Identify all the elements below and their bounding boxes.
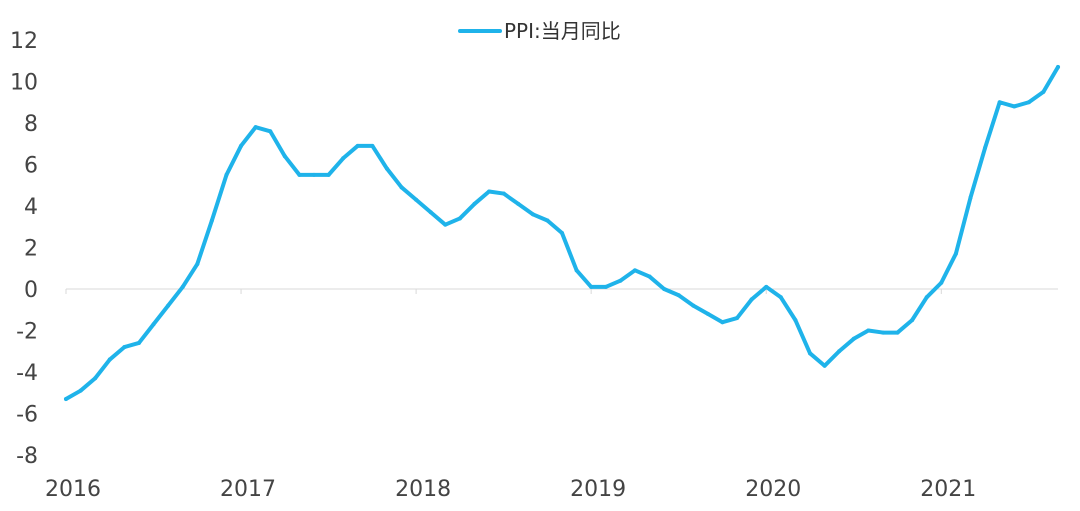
data-point (939, 280, 944, 285)
data-point (107, 357, 112, 362)
y-tick-label: -8 (16, 444, 38, 469)
data-point (370, 143, 375, 148)
data-point (749, 297, 754, 302)
data-point (136, 340, 141, 345)
y-tick-label: -4 (16, 361, 38, 386)
data-point (574, 268, 579, 273)
data-point (851, 336, 856, 341)
x-tick-label: 2019 (570, 477, 626, 502)
data-point (297, 172, 302, 177)
data-point (487, 189, 492, 194)
data-point (516, 201, 521, 206)
x-tick-label: 2020 (745, 477, 801, 502)
data-point (501, 191, 506, 196)
data-point (253, 125, 258, 130)
series-layer (64, 64, 1060, 401)
data-point (778, 295, 783, 300)
y-tick-label: -2 (16, 320, 38, 345)
data-point (997, 100, 1002, 105)
y-tick-label: 0 (24, 278, 38, 303)
data-point (603, 284, 608, 289)
data-point (560, 230, 564, 235)
data-point (1012, 104, 1017, 109)
data-point (384, 166, 389, 171)
x-tick-label: 2017 (220, 477, 276, 502)
data-point (312, 172, 316, 177)
legend-label: PPI:当月同比 (504, 19, 621, 43)
data-point (414, 197, 419, 202)
y-tick-label: 2 (24, 237, 38, 262)
data-point (880, 330, 885, 335)
data-point (895, 330, 900, 335)
data-point (910, 318, 915, 323)
data-point (866, 328, 871, 333)
data-point (326, 172, 331, 177)
x-axis: 2016 2017 2018 2019 2020 2021 (45, 288, 1058, 502)
data-point (195, 262, 200, 267)
data-point (239, 143, 244, 148)
data-point (282, 154, 287, 159)
data-point (443, 222, 448, 227)
data-point (64, 396, 68, 401)
data-point (545, 218, 550, 223)
data-point (93, 376, 98, 381)
data-point (1056, 64, 1060, 69)
y-tick-label: -6 (16, 403, 38, 428)
data-point (822, 363, 827, 368)
x-tick-label: 2016 (45, 477, 101, 502)
y-tick-label: 12 (10, 29, 38, 54)
y-axis: -8 -6 -4 -2 0 2 4 6 8 10 12 (10, 29, 38, 469)
x-tick-label: 2021 (920, 477, 976, 502)
y-tick-label: 4 (24, 195, 38, 220)
data-point (720, 320, 725, 325)
y-tick-label: 8 (24, 112, 38, 137)
data-point (209, 218, 214, 223)
data-point (1041, 89, 1046, 94)
data-point (122, 345, 127, 350)
data-point (662, 287, 667, 291)
data-point (764, 284, 769, 289)
y-tick-label: 10 (10, 71, 38, 96)
data-point (808, 351, 812, 356)
data-point (268, 129, 273, 134)
data-point (924, 295, 929, 300)
data-point (953, 251, 958, 256)
data-point (355, 143, 360, 148)
data-point (224, 172, 229, 177)
data-point (647, 274, 652, 279)
data-point (428, 210, 433, 215)
data-point (78, 388, 83, 393)
x-tick-label: 2018 (395, 477, 451, 502)
data-point (983, 145, 988, 150)
data-point (399, 185, 404, 190)
data-point (457, 216, 462, 221)
y-tick-label: 6 (24, 154, 38, 179)
data-point (1026, 100, 1031, 105)
data-point (837, 349, 842, 354)
data-point (691, 303, 696, 308)
data-point (180, 284, 185, 289)
legend: PPI:当月同比 (458, 19, 621, 43)
data-point (151, 322, 156, 327)
data-point (735, 316, 740, 321)
data-point (705, 311, 710, 316)
data-point (968, 195, 973, 200)
data-point (472, 201, 477, 206)
data-point (793, 318, 798, 323)
data-point (530, 212, 535, 217)
data-point (589, 284, 594, 289)
data-point (166, 303, 171, 308)
data-point (676, 293, 681, 298)
data-point (618, 278, 623, 283)
data-point (341, 156, 346, 161)
data-point (632, 268, 637, 273)
